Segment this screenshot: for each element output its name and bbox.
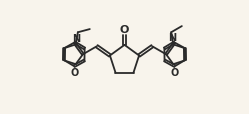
Text: O: O [120, 25, 129, 35]
Text: N: N [72, 33, 80, 43]
Text: N: N [168, 33, 176, 43]
Text: O: O [170, 67, 179, 77]
Text: O: O [70, 67, 79, 77]
